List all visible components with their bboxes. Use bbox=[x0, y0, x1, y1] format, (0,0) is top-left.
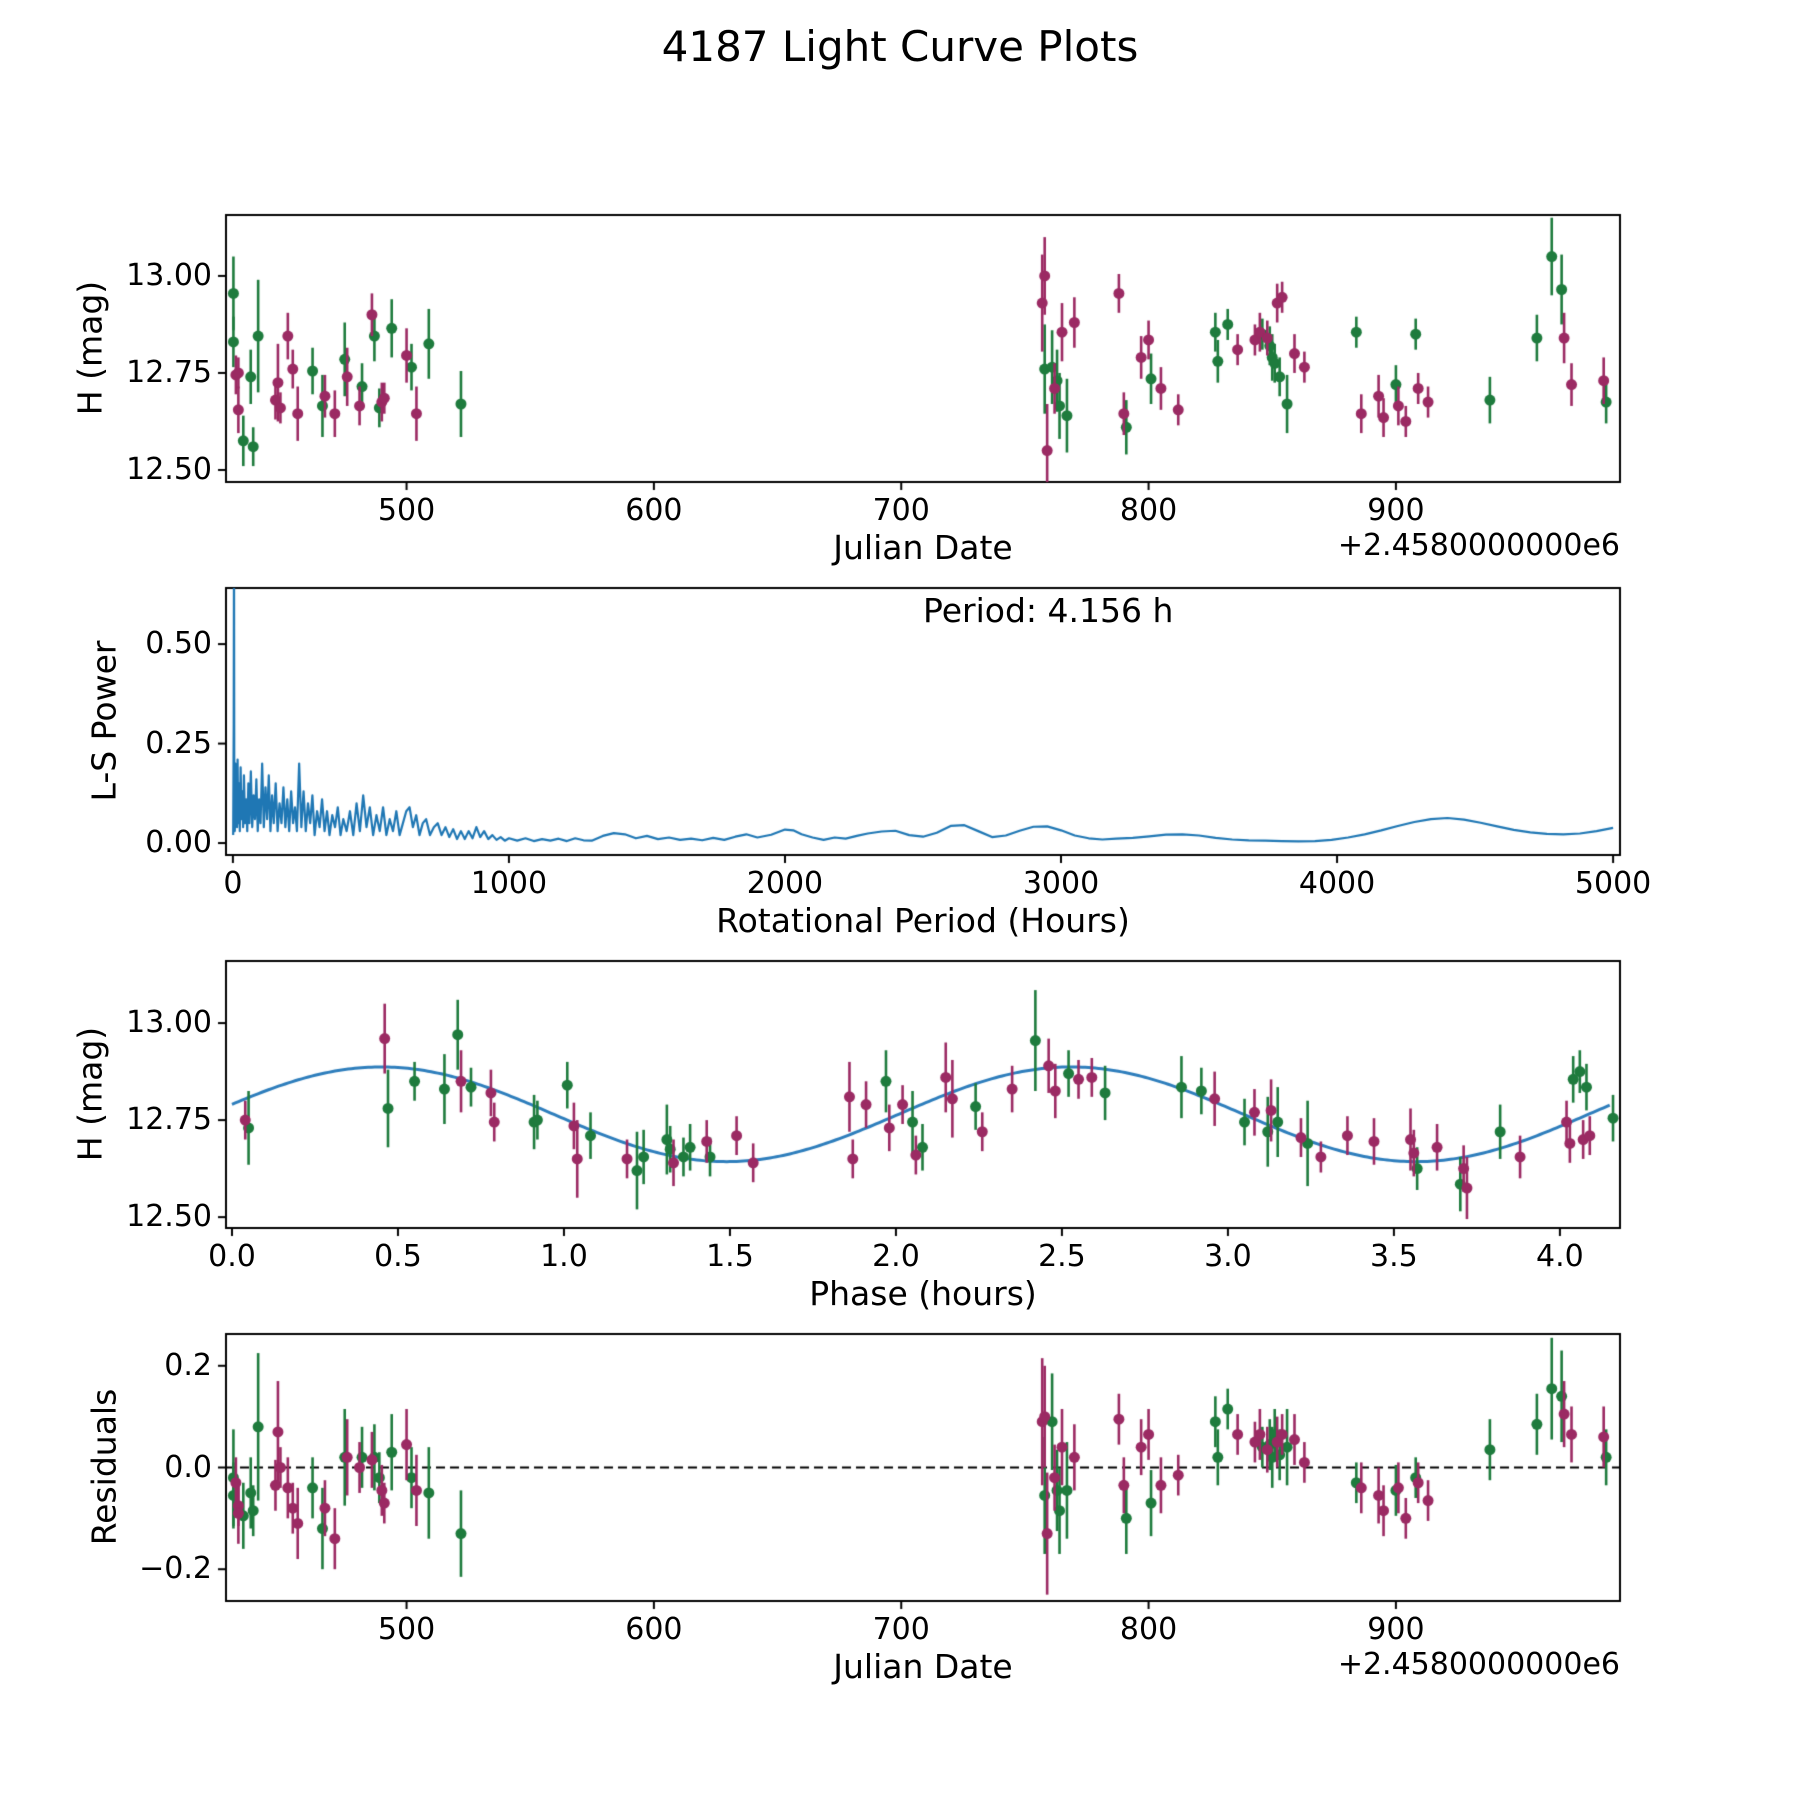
plot1-y-axis-label: H (mag) bbox=[70, 280, 110, 416]
plot4-y-axis-label: Residuals bbox=[84, 1388, 124, 1546]
plot2-x-tick-label: 0 bbox=[223, 866, 243, 901]
plot2-y-axis-label: L-S Power bbox=[84, 640, 124, 802]
plot2-period-annotation: Period: 4.156 h bbox=[923, 591, 1174, 630]
plot3-x-tick-label: 1.0 bbox=[540, 1239, 588, 1274]
plot2-y-tick-label: 0.50 bbox=[145, 626, 212, 662]
plot3-x-tick-label: 2.5 bbox=[1038, 1239, 1086, 1274]
plot3-x-tick-label: 2.0 bbox=[872, 1239, 920, 1274]
plot2-x-tick-label: 3000 bbox=[1022, 866, 1100, 901]
plot4-x-axis-label: Julian Date bbox=[833, 1647, 1013, 1686]
plot4-y-tick-label: −0.2 bbox=[139, 1551, 212, 1587]
plot1-y-tick-label: 12.75 bbox=[126, 354, 212, 390]
plot2-x-tick-label: 1000 bbox=[470, 866, 548, 901]
plot1-x-tick-label: 500 bbox=[377, 493, 436, 528]
plot3-x-tick-label: 3.5 bbox=[1370, 1239, 1418, 1274]
plot4-x-offset-text: +2.4580000000e6 bbox=[1337, 1647, 1620, 1682]
plot4-x-tick-label: 700 bbox=[872, 1612, 930, 1647]
plot3-y-axis-label: H (mag) bbox=[70, 1026, 110, 1162]
plot4-x-tick-label: 500 bbox=[377, 1612, 436, 1647]
plot2-x-tick-label: 2000 bbox=[746, 866, 824, 901]
plot1-x-tick-label: 700 bbox=[872, 493, 930, 528]
plot2-y-tick-label: 0.25 bbox=[145, 725, 212, 761]
plot1-x-tick-label: 600 bbox=[625, 493, 683, 528]
plot1-y-tick-label: 12.50 bbox=[126, 451, 212, 487]
plot4-y-tick-label: 0.2 bbox=[164, 1347, 212, 1383]
plot3-y-tick-label: 12.50 bbox=[126, 1199, 212, 1235]
plot3-x-tick-label: 4.0 bbox=[1536, 1239, 1584, 1274]
plot1-x-axis-label: Julian Date bbox=[833, 528, 1013, 567]
plot3-x-tick-label: 3.0 bbox=[1204, 1239, 1252, 1274]
figure-title: 4187 Light Curve Plots bbox=[661, 22, 1139, 71]
plot4-y-tick-label: 0.0 bbox=[164, 1449, 212, 1485]
plot2-x-tick-label: 4000 bbox=[1298, 866, 1376, 901]
plot3-x-tick-label: 1.5 bbox=[706, 1239, 754, 1274]
plot1-x-offset-text: +2.4580000000e6 bbox=[1337, 528, 1620, 563]
plot2-x-tick-label: 5000 bbox=[1574, 866, 1652, 901]
plot3-y-tick-label: 13.00 bbox=[126, 1005, 212, 1041]
plot1-x-tick-label: 900 bbox=[1367, 493, 1425, 528]
plot2-x-axis-label: Rotational Period (Hours) bbox=[716, 901, 1130, 940]
plot3-x-axis-label: Phase (hours) bbox=[809, 1274, 1037, 1313]
plot1-x-tick-label: 800 bbox=[1119, 493, 1178, 528]
plot2-y-tick-label: 0.00 bbox=[145, 825, 212, 861]
plot4-x-tick-label: 800 bbox=[1119, 1612, 1178, 1647]
plot3-x-tick-label: 0.5 bbox=[374, 1239, 422, 1274]
plot4-x-tick-label: 600 bbox=[625, 1612, 683, 1647]
plot3-x-tick-label: 0.0 bbox=[208, 1239, 256, 1274]
plot4-x-tick-label: 900 bbox=[1367, 1612, 1425, 1647]
plot1-y-tick-label: 13.00 bbox=[126, 257, 212, 293]
plot3-y-tick-label: 12.75 bbox=[126, 1102, 212, 1138]
